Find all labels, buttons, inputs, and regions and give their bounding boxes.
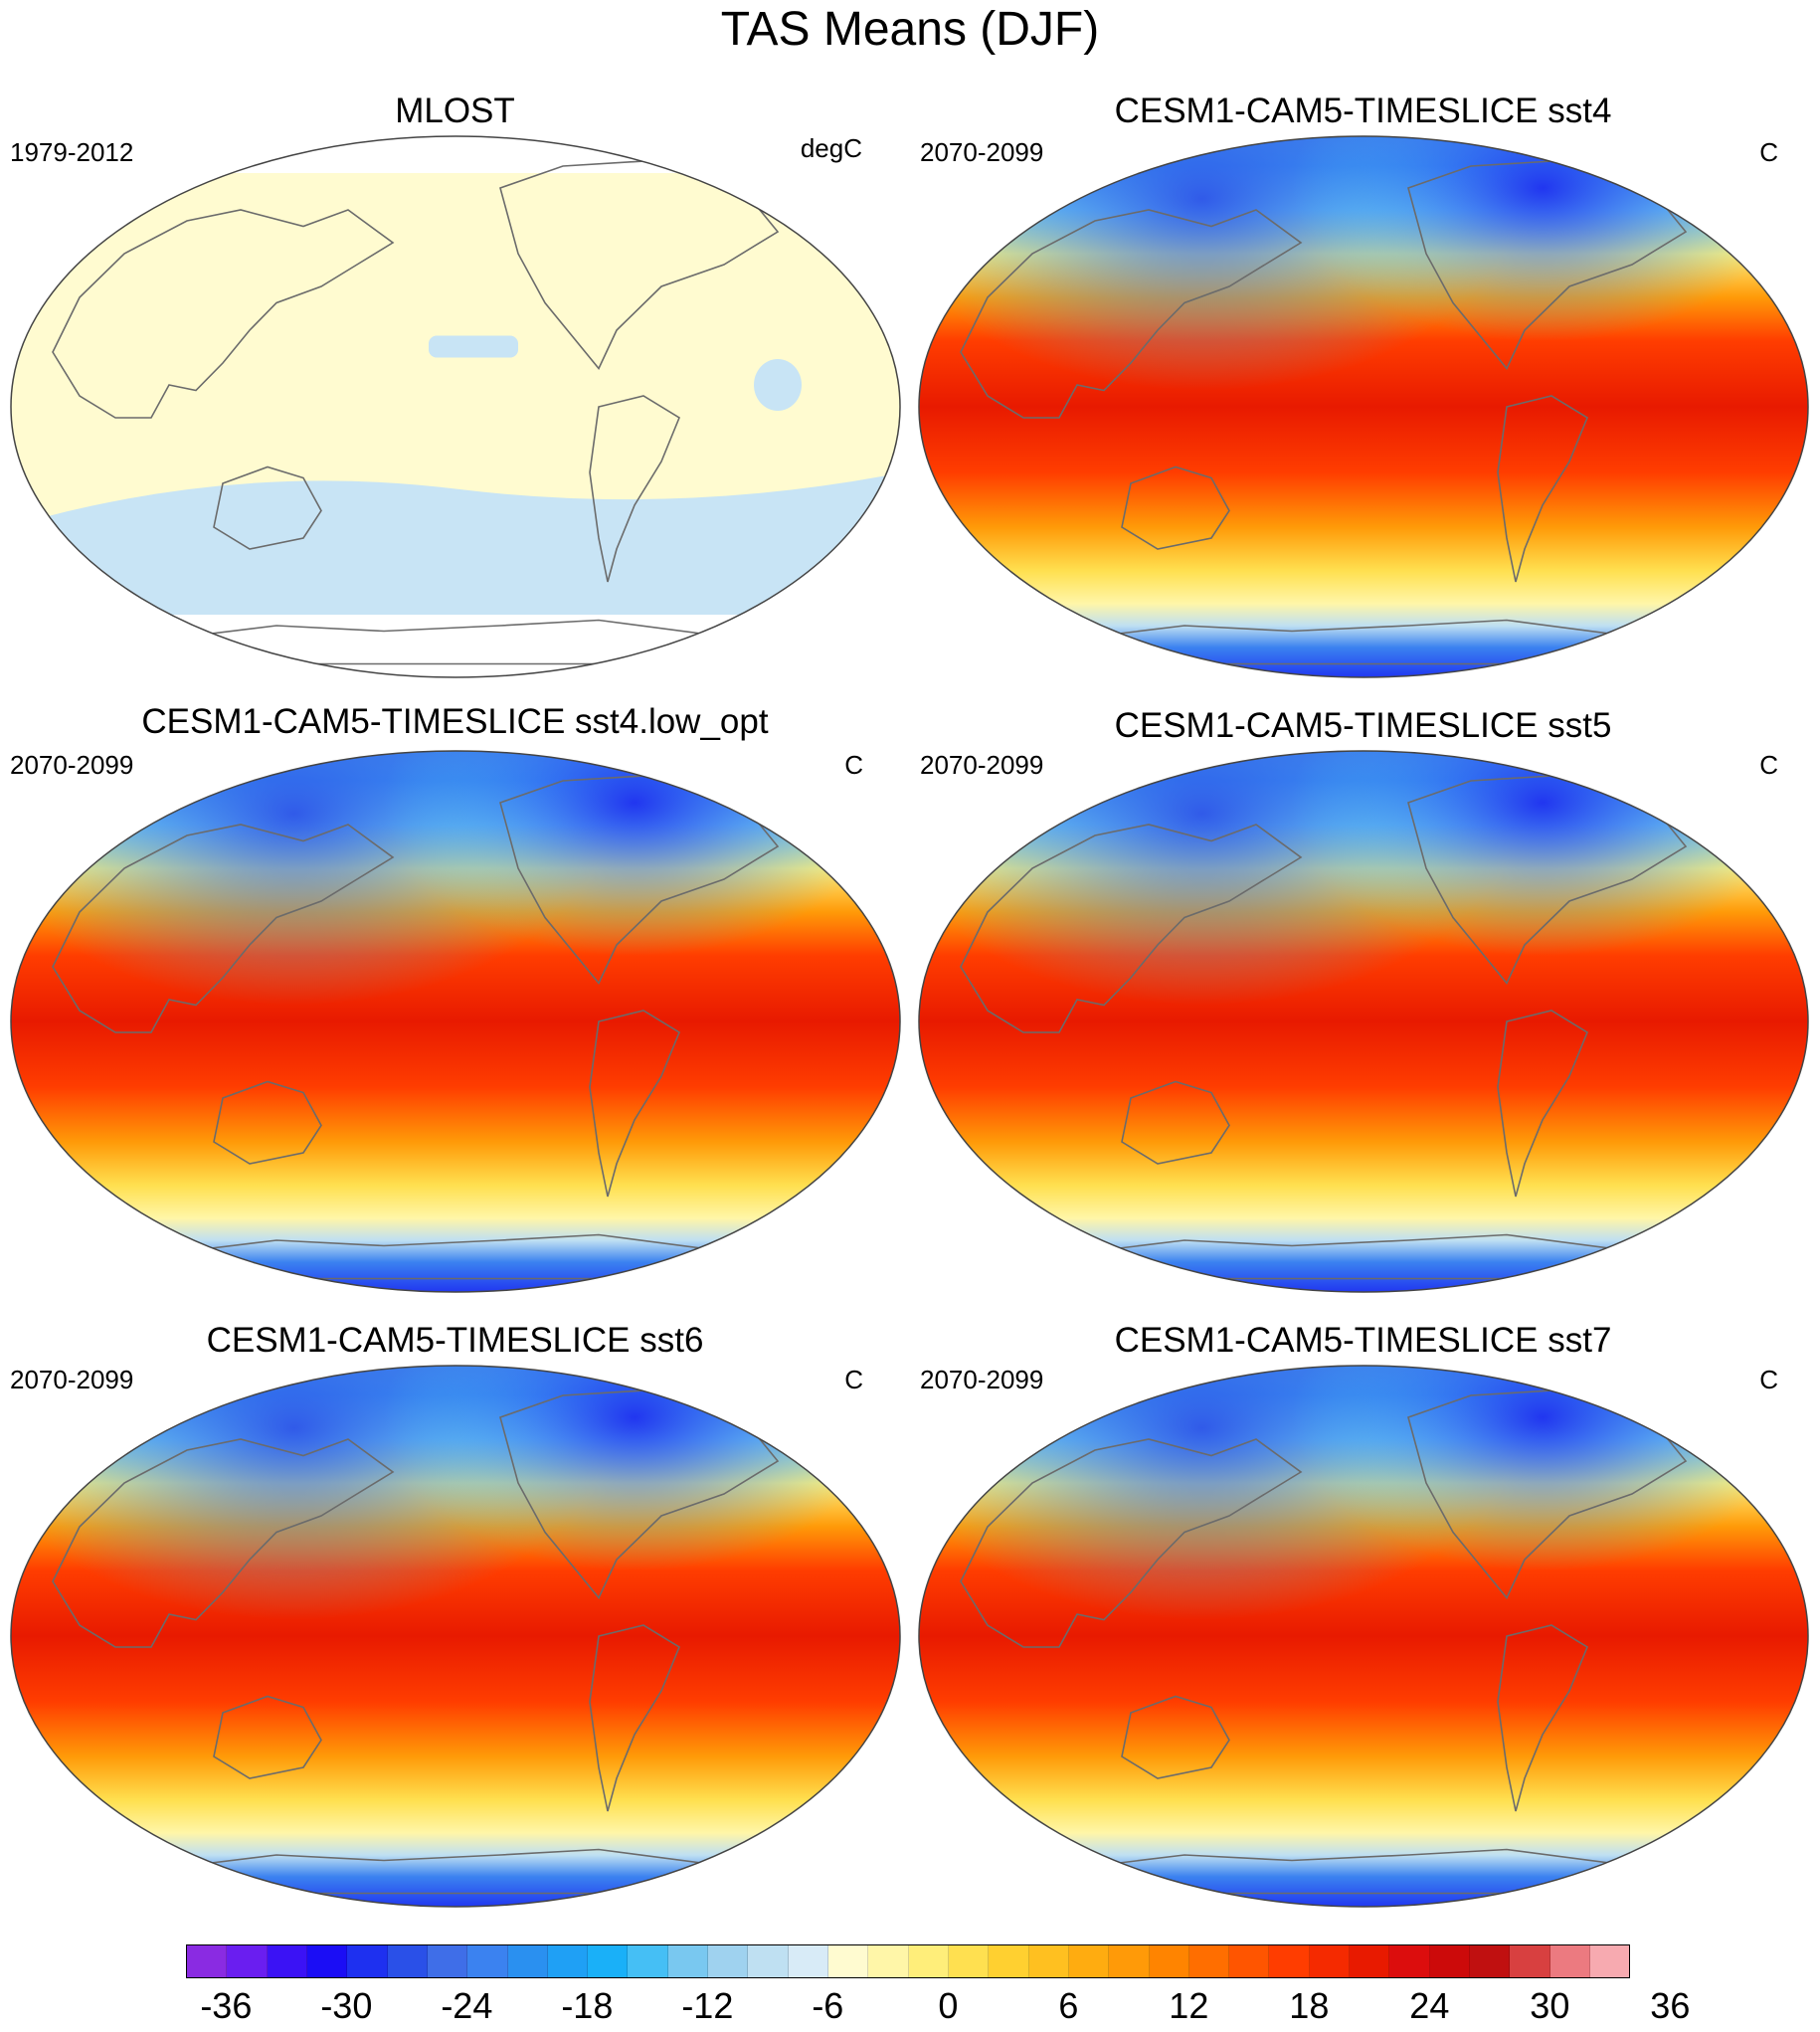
robinson-map (916, 133, 1811, 680)
colorbar-tick-label: -6 (812, 1985, 844, 2026)
map-svg (10, 750, 901, 1293)
colorbar-swatch (1429, 1945, 1470, 1977)
colorbar-tick-label: 18 (1289, 1985, 1330, 2026)
colorbar-tick-label: 30 (1530, 1985, 1570, 2026)
colorbar-tick-label: -24 (441, 1985, 493, 2026)
colorbar-swatch (868, 1945, 909, 1977)
robinson-map (916, 1363, 1811, 1910)
panel-title: CESM1-CAM5-TIMESLICE sst4 (1114, 92, 1612, 130)
colorbar-swatch (387, 1945, 428, 1977)
panel-title: MLOST (395, 92, 515, 130)
map-panel-sst6: CESM1-CAM5-TIMESLICE sst6 2070-2099 C (0, 1317, 910, 1934)
panel-title: CESM1-CAM5-TIMESLICE sst7 (1114, 1321, 1612, 1360)
colorbar-swatch (1068, 1945, 1110, 1977)
panel-period: 1979-2012 (10, 137, 134, 167)
colorbar-tick-label: -12 (681, 1985, 734, 2026)
colorbar-swatch (708, 1945, 749, 1977)
colorbar-swatch (1229, 1945, 1270, 1977)
map-svg (10, 135, 901, 678)
colorbar-swatch (1309, 1945, 1351, 1977)
robinson-map (916, 748, 1811, 1295)
map-svg (918, 135, 1809, 678)
colorbar-swatch (227, 1945, 268, 1977)
map-panel-sst7: CESM1-CAM5-TIMESLICE sst7 2070-2099 C (908, 1317, 1818, 1934)
colorbar-swatch (1149, 1945, 1189, 1977)
panel-period: 2070-2099 (920, 137, 1044, 167)
colorbar-swatch (306, 1945, 348, 1977)
map-svg (918, 750, 1809, 1293)
colorbar-swatch (1589, 1945, 1630, 1977)
map-svg (918, 1365, 1809, 1908)
robinson-map (8, 1363, 903, 1910)
colorbar-tick-label: -36 (200, 1985, 253, 2026)
colorbar-tick-label: -18 (561, 1985, 614, 2026)
map-panel-sst4: CESM1-CAM5-TIMESLICE sst4 2070-2099 C (908, 88, 1818, 704)
colorbar-swatch (1510, 1945, 1550, 1977)
colorbar: -36 -30 -24 -18 -12 -6 0 6 12 18 24 30 36 (186, 1944, 1690, 2032)
colorbar-swatch (1269, 1945, 1310, 1977)
robinson-map (8, 748, 903, 1295)
colorbar-swatch (427, 1945, 468, 1977)
colorbar-swatch (1350, 1945, 1390, 1977)
map-panel-mlost: MLOST 1979-2012 degC (0, 88, 910, 704)
panel-title: CESM1-CAM5-TIMESLICE sst6 (206, 1321, 704, 1360)
colorbar-tick-label: 6 (1058, 1985, 1079, 2026)
panel-units: degC (800, 133, 862, 163)
panel-period: 2070-2099 (10, 750, 134, 780)
colorbar-tick-label: 36 (1650, 1985, 1691, 2026)
colorbar-swatch (948, 1945, 990, 1977)
colorbar-tick-label: 0 (938, 1985, 959, 2026)
map-panel-sst4-low-opt: CESM1-CAM5-TIMESLICE sst4.low_opt 2070-2… (0, 702, 910, 1319)
colorbar-swatch (908, 1945, 949, 1977)
panel-units: C (1759, 750, 1778, 780)
colorbar-swatch (628, 1945, 668, 1977)
panel-units: C (844, 1365, 863, 1394)
panel-period: 2070-2099 (920, 750, 1044, 780)
colorbar-boxes (186, 1944, 1630, 1978)
figure-title: TAS Means (DJF) (720, 3, 1100, 56)
map-panel-sst5: CESM1-CAM5-TIMESLICE sst5 2070-2099 C (908, 702, 1818, 1319)
robinson-map (8, 133, 903, 680)
colorbar-swatch (1028, 1945, 1069, 1977)
colorbar-swatch (667, 1945, 709, 1977)
panel-title: CESM1-CAM5-TIMESLICE sst5 (1114, 706, 1612, 745)
panel-units: C (1759, 1365, 1778, 1394)
map-svg (10, 1365, 901, 1908)
colorbar-swatch (1549, 1945, 1590, 1977)
colorbar-swatch (467, 1945, 508, 1977)
colorbar-swatch (989, 1945, 1029, 1977)
colorbar-tick-label: 12 (1169, 1985, 1209, 2026)
colorbar-tick-label: -30 (320, 1985, 373, 2026)
panel-period: 2070-2099 (920, 1365, 1044, 1394)
colorbar-swatch (588, 1945, 629, 1977)
colorbar-swatch (788, 1945, 828, 1977)
colorbar-tick-label: 24 (1409, 1985, 1450, 2026)
colorbar-swatch (1470, 1945, 1511, 1977)
colorbar-swatch (1109, 1945, 1150, 1977)
colorbar-swatch (748, 1945, 789, 1977)
colorbar-swatch (507, 1945, 548, 1977)
colorbar-swatch (828, 1945, 869, 1977)
colorbar-swatch (1188, 1945, 1230, 1977)
colorbar-swatch (187, 1945, 228, 1977)
panel-units: C (1759, 137, 1778, 167)
panel-units: C (844, 750, 863, 780)
colorbar-swatch (347, 1945, 388, 1977)
panel-title: CESM1-CAM5-TIMESLICE sst4.low_opt (141, 702, 769, 741)
colorbar-swatch (267, 1945, 307, 1977)
colorbar-swatch (547, 1945, 589, 1977)
panel-period: 2070-2099 (10, 1365, 134, 1394)
colorbar-swatch (1389, 1945, 1430, 1977)
